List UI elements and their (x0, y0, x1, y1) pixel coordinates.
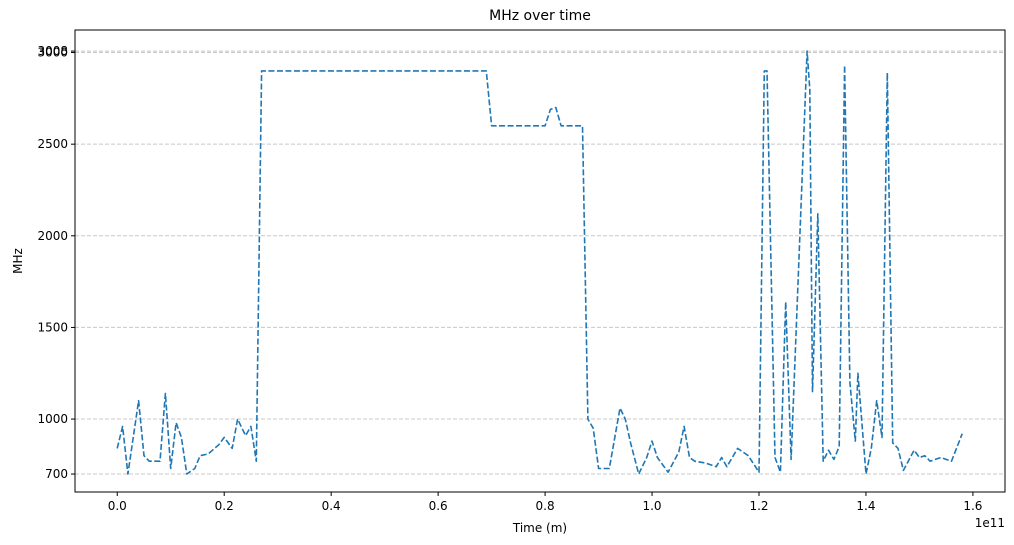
series-line (116, 50, 963, 475)
x-tick-label: 1.0 (642, 499, 661, 513)
y-tick-label: 2500 (37, 137, 68, 151)
x-tick-label: 1.4 (856, 499, 875, 513)
y-gridlines (75, 50, 1005, 475)
x-tick-label: 0.4 (322, 499, 341, 513)
x-tick-label: 1.2 (749, 499, 768, 513)
x-tick-label: 0.0 (108, 499, 127, 513)
y-tick-label: 1000 (37, 412, 68, 426)
y-tick-label: 3008 (37, 44, 68, 58)
x-axis-offset-label: 1e11 (975, 516, 1005, 530)
data-series-line (116, 50, 963, 475)
y-tick-label: 700 (45, 467, 68, 481)
x-axis-label: Time (m) (512, 521, 567, 535)
y-tick-label: 3000 (37, 46, 68, 60)
y-tick-label: 1500 (37, 320, 68, 334)
x-tick-label: 0.6 (429, 499, 448, 513)
x-tick-label: 0.2 (215, 499, 234, 513)
y-tick-label: 2000 (37, 229, 68, 243)
chart-title: MHz over time (489, 8, 591, 24)
x-axis-ticks: 0.0 0.2 0.4 0.6 0.8 1.0 1.2 1.4 1.6 (108, 492, 982, 513)
axes-frame (74, 29, 1006, 493)
x-tick-label: 1.6 (963, 499, 982, 513)
x-tick-label: 0.8 (536, 499, 555, 513)
y-axis-label: MHz (11, 248, 25, 274)
